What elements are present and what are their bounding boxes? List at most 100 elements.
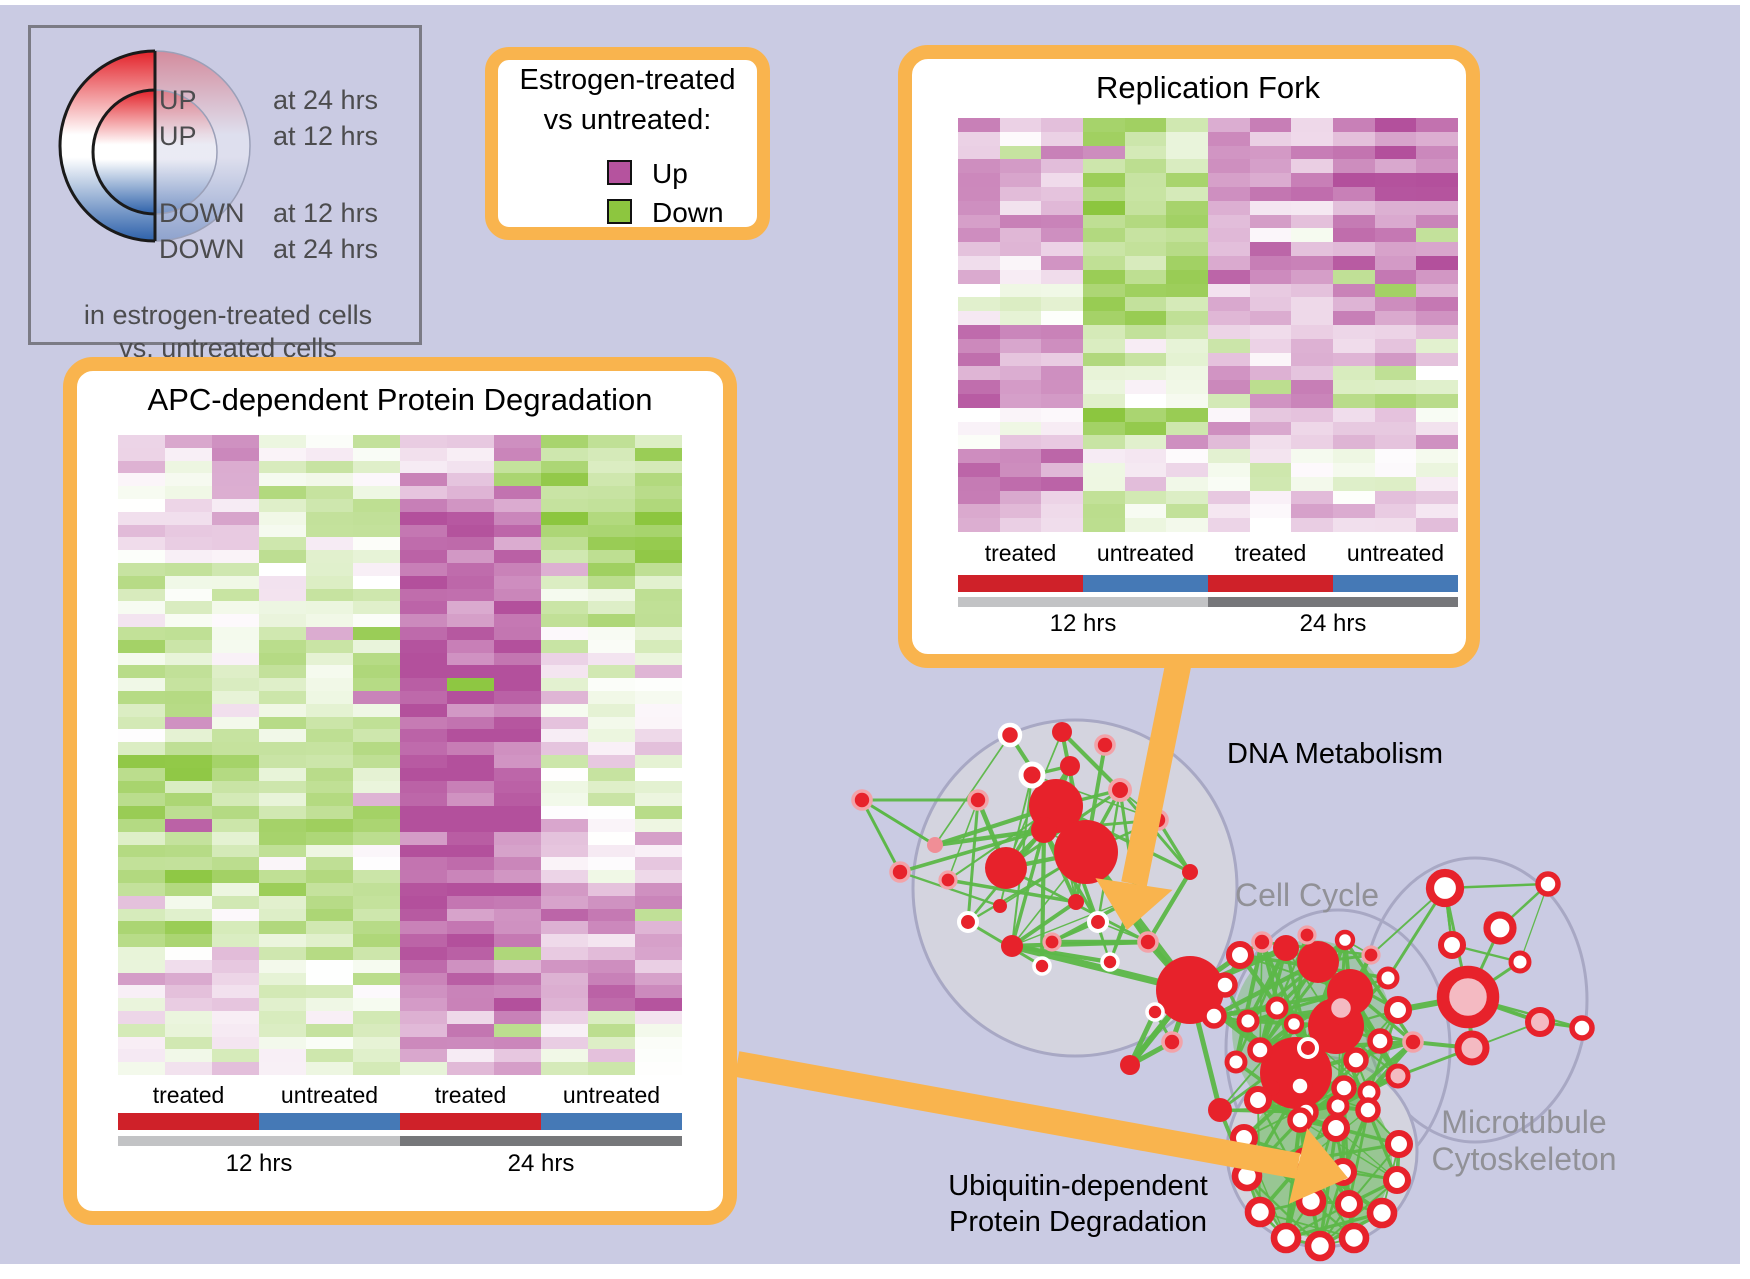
heatmap-cell — [1124, 173, 1167, 187]
heatmap-cell — [635, 601, 682, 615]
heatmap-cell — [1166, 145, 1208, 160]
heatmap-cell — [1208, 200, 1250, 215]
heatmap-cell — [165, 473, 212, 487]
heatmap-cell — [1374, 256, 1417, 270]
heatmap-cell — [118, 601, 165, 615]
heatmap-cell — [1124, 449, 1167, 463]
heatmap-cell — [212, 486, 259, 499]
heatmap-cell — [400, 460, 447, 474]
heatmap-cell — [1249, 297, 1292, 312]
heatmap-cell — [999, 228, 1042, 243]
heatmap-cell — [494, 883, 541, 896]
heatmap-cell — [1166, 463, 1208, 477]
gene-node-whitering — [1086, 910, 1110, 934]
heatmap-cell — [1124, 256, 1167, 270]
heatmap-cell — [259, 691, 306, 704]
heatmap-cell — [1124, 311, 1167, 325]
heatmap-cell — [212, 1049, 259, 1063]
heatmap-cell — [1374, 283, 1417, 298]
heatmap-cell — [259, 908, 306, 922]
heatmap-cell — [1083, 435, 1125, 450]
heatmap-cell — [541, 908, 588, 922]
heatmap-cell — [1083, 256, 1125, 270]
heatmap-cell — [447, 1062, 494, 1075]
gene-node-ring — [1367, 1028, 1393, 1054]
heatmap-cell — [1374, 159, 1417, 174]
heatmap-cell — [1166, 200, 1208, 215]
gene-node-solid — [1001, 935, 1023, 957]
heatmap-cell — [306, 473, 353, 487]
heatmap-cell — [958, 518, 1000, 532]
heatmap-cell — [165, 921, 212, 935]
heatmap-cell — [1374, 352, 1417, 367]
heatmap-cell — [1249, 311, 1292, 325]
heatmap-cell — [1416, 311, 1458, 325]
connector-arrow-head — [1288, 1128, 1348, 1204]
heatmap-cell — [118, 883, 165, 896]
heatmap-cell — [635, 755, 682, 768]
heatmap-cell — [447, 755, 494, 768]
heatmap-cell — [635, 473, 682, 487]
heatmap-cell — [118, 959, 165, 973]
heatmap-cell — [1041, 476, 1083, 491]
heatmap-cell — [588, 793, 635, 807]
heatmap-cell — [212, 678, 259, 691]
heatmap-cell — [259, 921, 306, 935]
heatmap-cell — [541, 639, 588, 653]
heatmap-cell — [588, 614, 635, 627]
heatmap-cell — [958, 145, 1000, 160]
gene-node-solid — [1052, 722, 1072, 742]
heatmap-cell — [1249, 159, 1292, 174]
heatmap-cell — [353, 729, 400, 743]
heatmap-cell — [1374, 463, 1417, 477]
heatmap-cell — [588, 499, 635, 512]
heatmap-cell — [212, 447, 259, 461]
heatmap-cell — [635, 1049, 682, 1063]
heatmap-cell — [118, 1036, 165, 1050]
heatmap-cell — [1374, 269, 1417, 284]
heatmap-cell — [306, 870, 353, 883]
heatmap-cell — [1083, 131, 1125, 146]
heatmap-cell — [999, 297, 1042, 312]
heatmap-cell — [165, 652, 212, 666]
heatmap-cell — [212, 844, 259, 858]
heatmap-cell — [588, 691, 635, 704]
network-edge — [1318, 1127, 1338, 1247]
heatmap-cell — [541, 767, 588, 781]
heatmap-cell — [212, 473, 259, 487]
heatmap-cell — [165, 447, 212, 461]
heatmap-cell — [635, 857, 682, 871]
legend-time-label-2: at 12 hrs — [273, 198, 379, 228]
heatmap-cell — [353, 742, 400, 755]
heatmap-cell — [635, 678, 682, 691]
heatmap-cell — [447, 435, 494, 448]
heatmap-cell — [999, 214, 1042, 229]
heatmap-cell — [259, 614, 306, 627]
legend-direction-label-0: UP — [159, 85, 197, 115]
heatmap-cell — [635, 639, 682, 653]
heatmap-cell — [541, 1049, 588, 1063]
heatmap-cell — [635, 1036, 682, 1050]
heatmap-cell — [165, 755, 212, 768]
heatmap-cell — [400, 831, 447, 845]
heatmap-cell — [1124, 407, 1167, 422]
heatmap-cell — [212, 947, 259, 960]
heatmap-cell — [259, 985, 306, 999]
heatmap-cell — [635, 921, 682, 935]
heatmap-cell — [1083, 421, 1125, 436]
heatmap-cell — [1124, 476, 1167, 491]
heatmap-cell — [306, 511, 353, 525]
heatmap-cell — [259, 1036, 306, 1050]
heatmap-cell — [1374, 214, 1417, 229]
updown-legend-title-line1: Estrogen-treated — [519, 64, 736, 96]
heatmap-cell — [635, 793, 682, 807]
network-edge — [1060, 730, 1122, 792]
heatmap-cell — [259, 729, 306, 743]
heatmap-cell — [1291, 380, 1333, 394]
network-edge — [934, 734, 1011, 846]
heatmap-cell — [165, 1049, 212, 1063]
heatmap-cell — [494, 473, 541, 487]
heatmap-cell — [541, 524, 588, 538]
heatmap-cell — [1249, 421, 1292, 436]
